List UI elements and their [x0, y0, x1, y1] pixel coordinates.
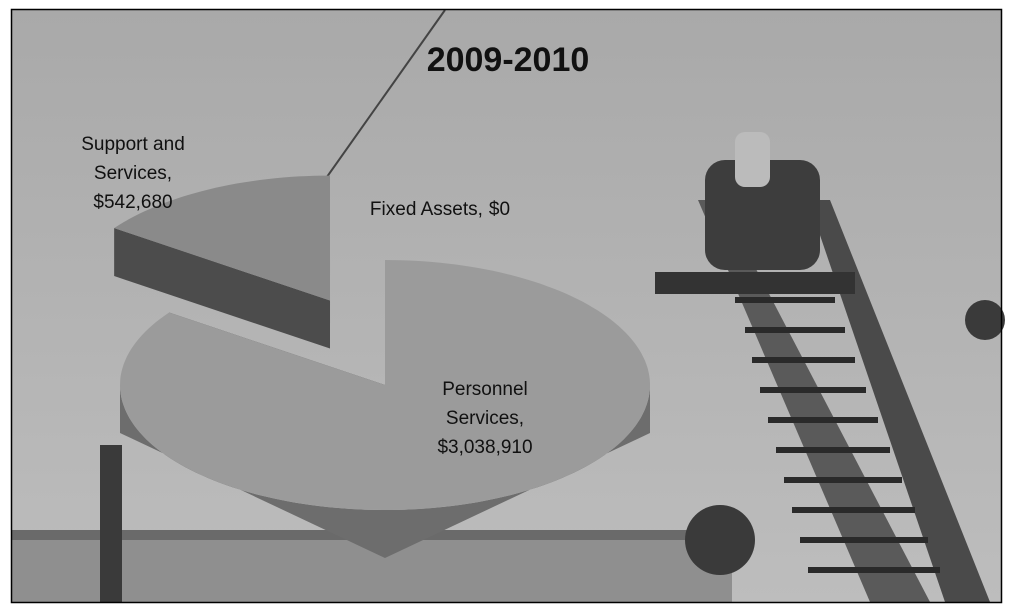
data-label: Support and Services, $542,680 [81, 134, 185, 213]
chart-title: 2009-2010 [427, 41, 590, 79]
slice [114, 175, 331, 349]
slice-edge-wall [114, 228, 331, 349]
data-label-category-line: Personnel [442, 379, 528, 400]
data-label-value: $542,680 [93, 192, 172, 213]
frame [10, 8, 1003, 604]
data-label-category: Personnel Services, [442, 379, 528, 429]
data-label-category-line: Support and [81, 134, 185, 155]
slice-side [120, 385, 650, 558]
pie [114, 175, 650, 558]
data-label-value: $0 [489, 199, 510, 220]
slice-top [120, 260, 650, 510]
data-label-category: Support and Services, [81, 134, 185, 184]
data-label-category-line: Services, [446, 408, 524, 429]
slice [120, 260, 650, 558]
data-label: Personnel Services, $3,038,910 [437, 379, 532, 458]
data-label-category: Fixed Assets, [370, 199, 483, 220]
data-label: Fixed Assets, $0 [370, 199, 510, 220]
slice-top [114, 175, 331, 301]
data-label-value: $3,038,910 [437, 437, 532, 458]
data-label-category-line: Services, [94, 163, 172, 184]
